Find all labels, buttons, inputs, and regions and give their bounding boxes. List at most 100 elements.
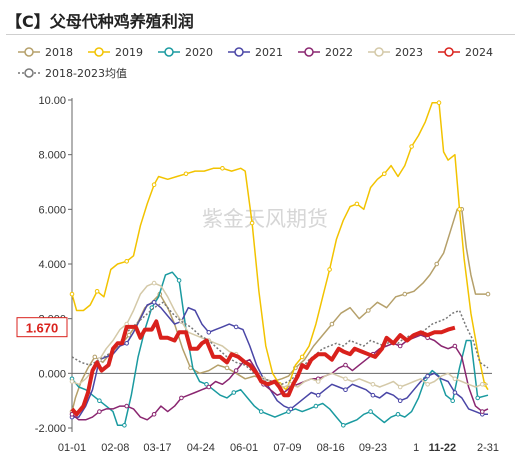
series-point [69, 291, 75, 297]
series-point [343, 376, 348, 382]
legend-item[interactable]: 2021 [228, 46, 283, 59]
series-point [397, 398, 403, 404]
legend-item[interactable]: 2020 [158, 46, 213, 59]
series-point [126, 332, 132, 338]
legend-label: 2023 [395, 46, 423, 59]
series-point [92, 354, 98, 360]
series-point [206, 384, 212, 390]
series-2020 [69, 271, 489, 428]
series-point [402, 291, 408, 297]
x-tick-label: 1 [413, 442, 419, 454]
series-point [450, 398, 456, 404]
series-point [258, 409, 264, 414]
series-point [313, 403, 319, 409]
series-point [315, 392, 321, 398]
x-tick-label: 07-09 [273, 442, 301, 454]
legend-label: 2018-2023均值 [45, 67, 127, 80]
series-point [485, 291, 491, 297]
series-point [452, 376, 458, 382]
chart-title: 【C】父母代种鸡养殖利润 [6, 12, 194, 31]
series-point [343, 362, 348, 368]
series-point [366, 308, 371, 313]
series-point [124, 341, 129, 346]
legend-item[interactable]: 2018-2023均值 [18, 67, 127, 80]
series-point [327, 267, 332, 272]
series-point [233, 324, 239, 330]
series-point [397, 343, 403, 349]
legend-item[interactable]: 2018 [18, 46, 73, 59]
x-tick-label: 03-17 [143, 442, 171, 454]
legend-swatch-marker [234, 47, 244, 57]
series-point [94, 289, 100, 294]
series-point [434, 261, 440, 267]
series-point [179, 395, 184, 401]
series-point [151, 300, 157, 305]
legend-swatch-marker [164, 47, 174, 57]
series-point [69, 379, 75, 384]
legend-item[interactable]: 2023 [368, 46, 423, 59]
series-point [288, 406, 294, 412]
series-point [176, 278, 182, 283]
legend-item[interactable]: 2022 [298, 46, 353, 59]
series-point [206, 330, 212, 335]
series-point [220, 166, 225, 171]
series-2019 [69, 100, 489, 391]
y-tick-label: 6.000 [38, 204, 66, 216]
series-point [452, 343, 458, 349]
x-tick-label: 08-16 [317, 442, 345, 454]
legend-swatch-marker [374, 47, 384, 57]
series-line [71, 301, 489, 386]
series-point [341, 423, 346, 428]
series-point [124, 259, 129, 264]
current-value-label: 1.670 [26, 321, 59, 336]
series-2021 [69, 300, 488, 420]
watermark: 紫金天风期货 [202, 207, 328, 231]
series-point [368, 409, 373, 414]
series-line [71, 101, 489, 391]
series-point [395, 412, 401, 417]
legend-label: 2019 [115, 46, 143, 59]
series-point [397, 384, 403, 390]
series-line [71, 334, 489, 421]
series-line [71, 271, 489, 427]
x-tick-label: 01-01 [58, 442, 86, 454]
legend-item[interactable]: 2024 [438, 46, 493, 59]
x-tick-label: 04-24 [187, 442, 215, 454]
series-point [329, 321, 335, 327]
series-point [480, 409, 485, 414]
legend-label: 2024 [465, 46, 493, 59]
series-point [452, 390, 458, 395]
legend-swatch-marker [24, 68, 34, 78]
legend-label: 2020 [185, 46, 213, 59]
legend-swatch-marker [444, 47, 454, 57]
series-2024 [70, 319, 456, 417]
series-point [370, 382, 376, 387]
x-tick-label: 02-08 [101, 442, 129, 454]
series-point [122, 423, 127, 428]
series-point [151, 182, 157, 187]
series-point [436, 100, 442, 105]
series-2022 [69, 334, 489, 421]
y-tick-label: 4.000 [38, 259, 66, 271]
y-tick-label: 8.000 [38, 150, 66, 162]
title-divider [6, 34, 515, 35]
current-value-box [16, 317, 68, 338]
series-2018-2023均值 [71, 301, 489, 386]
series-point [233, 368, 239, 373]
x-tick-label: 09-23 [359, 442, 387, 454]
series-point [409, 144, 414, 149]
series-point [457, 207, 462, 212]
legend-item[interactable]: 2019 [88, 46, 143, 59]
series-point [425, 382, 430, 387]
y-tick-label: 0.000 [38, 368, 66, 380]
legend-label: 2022 [325, 46, 353, 59]
legend-label: 2021 [255, 46, 283, 59]
series-point [231, 390, 237, 395]
legend-swatch-marker [94, 47, 104, 57]
series-point [354, 201, 360, 207]
x-tick-label: 2-31 [477, 442, 499, 454]
series-point [69, 412, 75, 417]
current-value-badge: 1.670 [16, 317, 68, 338]
series-point [151, 280, 157, 286]
series-point [124, 403, 129, 409]
